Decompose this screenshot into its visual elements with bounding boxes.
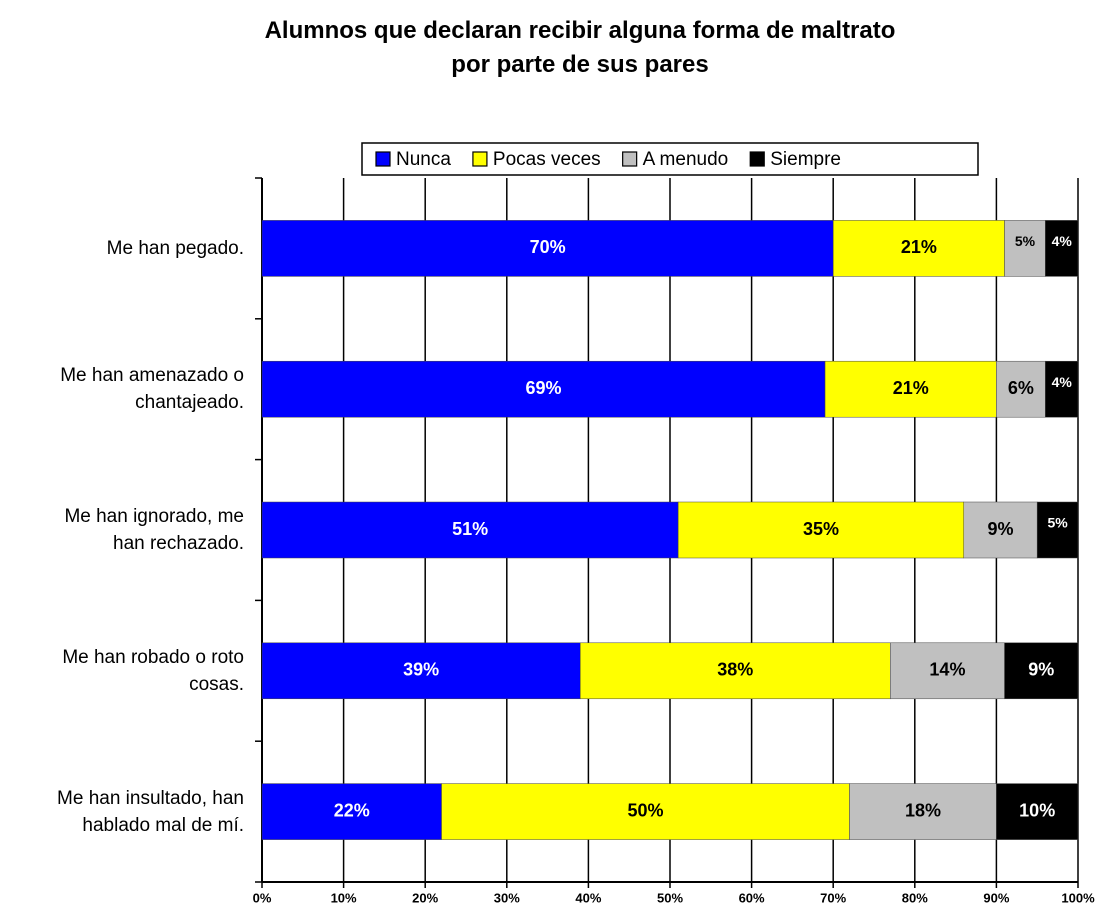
bar-segment — [1045, 360, 1079, 418]
x-tick-label: 50% — [657, 890, 683, 905]
legend-swatch — [749, 151, 765, 167]
x-tick-label: 80% — [902, 890, 928, 905]
bar-segment — [824, 360, 997, 418]
legend-label: Siempre — [770, 149, 841, 170]
x-tick-label: 100% — [1061, 890, 1095, 905]
data-label: 21% — [893, 378, 929, 398]
bar-segment — [579, 642, 891, 700]
x-tick-label: 70% — [820, 890, 846, 905]
data-label: 69% — [526, 378, 562, 398]
legend-label: Pocas veces — [493, 149, 601, 170]
data-label: 10% — [1019, 800, 1055, 820]
data-label: 18% — [905, 800, 941, 820]
x-tick-label: 30% — [494, 890, 520, 905]
x-tick-label: 90% — [983, 890, 1009, 905]
bar-segment — [261, 220, 834, 277]
bar-segment — [441, 783, 850, 840]
x-tick-label: 40% — [575, 890, 601, 905]
y-tick-label: Me han insultado, han hablado mal de mí. — [57, 787, 244, 836]
data-label: 70% — [530, 237, 566, 257]
data-label: 22% — [334, 800, 370, 820]
legend-swatch — [622, 151, 638, 167]
bar-segment — [1045, 220, 1079, 277]
legend-label: Nunca — [396, 149, 451, 170]
data-label: 4% — [1052, 374, 1073, 390]
legend-swatch — [375, 151, 391, 167]
bar-segment — [261, 360, 826, 418]
legend-swatch — [472, 151, 488, 167]
y-tick-label: Me han ignorado, me han rechazado. — [64, 506, 244, 554]
data-label: 4% — [1052, 233, 1073, 249]
y-tick-label: Me han pegado. — [106, 237, 244, 259]
bar-segment — [261, 642, 581, 700]
legend-label: A menudo — [643, 149, 729, 170]
y-tick-label: Me han robado o roto cosas. — [62, 646, 244, 695]
data-label: 35% — [803, 519, 839, 539]
data-label: 5% — [1047, 515, 1068, 531]
data-label: 38% — [717, 660, 753, 680]
legend-box — [361, 142, 979, 176]
x-tick-label: 60% — [739, 890, 765, 905]
data-label: 51% — [452, 519, 488, 539]
bar-segment — [890, 642, 1005, 700]
data-label: 9% — [987, 519, 1013, 539]
data-label: 9% — [1028, 660, 1054, 680]
bar-segment — [261, 783, 442, 840]
bar-segment — [1036, 501, 1079, 559]
data-label: 21% — [901, 237, 937, 257]
data-label: 5% — [1015, 233, 1036, 249]
data-label: 39% — [403, 660, 439, 680]
y-tick-label: Me han amenazado o chantajeado. — [60, 365, 244, 414]
bar-segment — [849, 783, 997, 840]
bar-segment — [996, 783, 1079, 840]
data-label: 50% — [628, 800, 664, 820]
x-tick-label: 20% — [412, 890, 438, 905]
bar-segment — [1004, 220, 1046, 277]
bar-segment — [996, 360, 1046, 418]
data-label: 14% — [929, 660, 965, 680]
x-tick-label: 10% — [331, 890, 357, 905]
bar-segment — [677, 501, 965, 559]
data-label: 6% — [1008, 378, 1034, 398]
chart-title: Alumnos que declaran recibir alguna form… — [264, 17, 896, 78]
x-tick-label: 0% — [253, 890, 272, 905]
bar-segment — [1004, 642, 1079, 700]
